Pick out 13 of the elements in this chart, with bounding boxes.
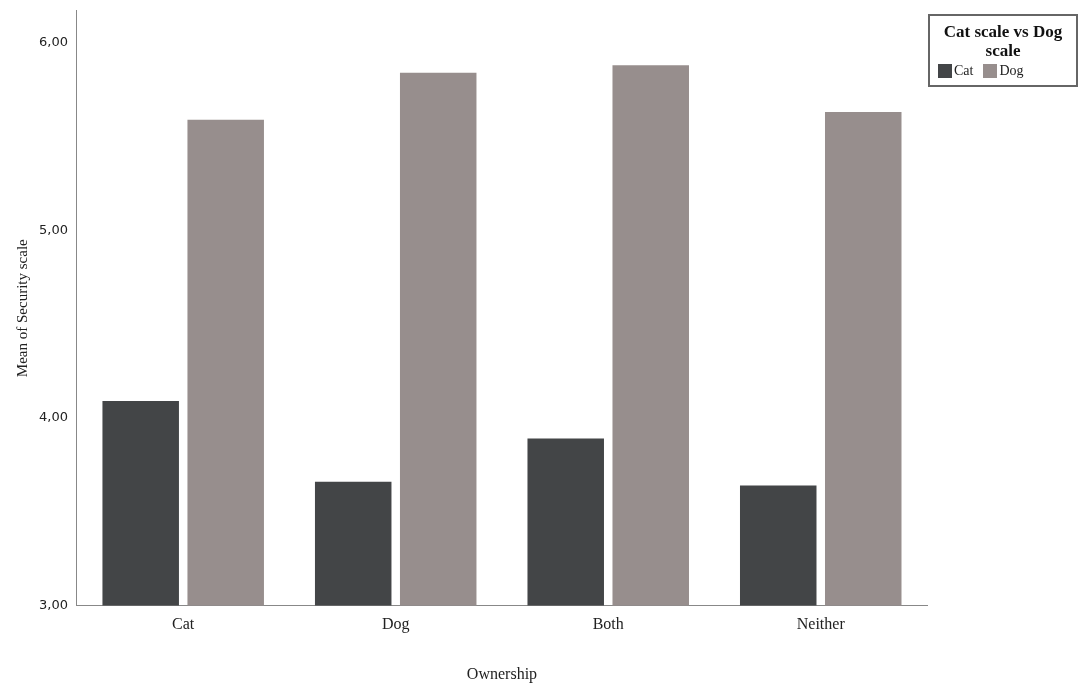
x-tick-label: Dog	[381, 615, 410, 634]
legend-title: Cat scale vs Dog scale	[942, 22, 1064, 60]
legend-label: Dog	[999, 63, 1024, 79]
y-tick-label: 4,00	[38, 409, 68, 425]
legend-label: Cat	[954, 63, 974, 79]
y-tick-label: 3,00	[38, 596, 68, 612]
x-axis-title: Ownership	[466, 664, 538, 683]
x-tick-label: Cat	[172, 615, 195, 633]
y-tick-label: 6,00	[38, 34, 68, 50]
y-tick-label: 5,00	[38, 221, 68, 237]
y-axis-title: Mean of Security scale	[13, 238, 30, 378]
x-tick-label: Both	[592, 615, 624, 633]
x-tick-label: Neither	[796, 615, 846, 633]
